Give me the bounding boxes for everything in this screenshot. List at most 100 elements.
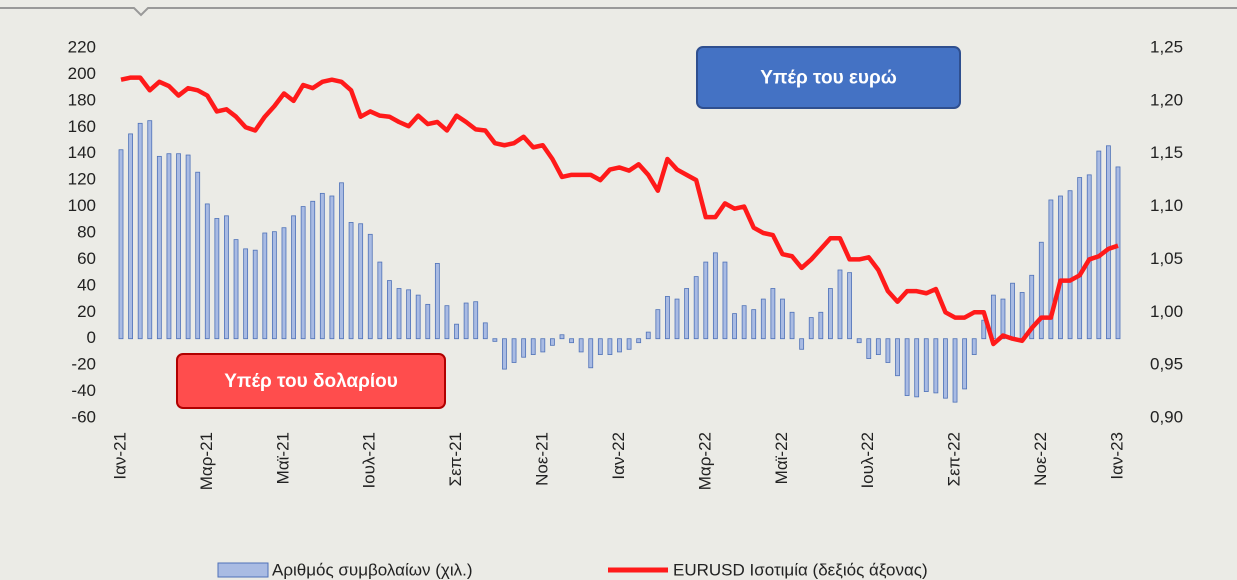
x-tick-label: Μαρ-22	[695, 432, 714, 490]
bar	[665, 296, 670, 340]
bar	[943, 338, 948, 399]
y-tick-label: 0	[87, 328, 96, 347]
bar	[569, 338, 574, 344]
bar	[214, 218, 220, 340]
bar	[626, 338, 632, 350]
bar	[789, 311, 795, 340]
bar	[1010, 282, 1015, 340]
bar	[377, 261, 383, 340]
bar	[396, 288, 402, 340]
y2-tick-label: 1,15	[1150, 143, 1183, 162]
legend-swatch	[217, 562, 269, 578]
y2-tick-label: 0,90	[1150, 407, 1183, 426]
bar	[549, 338, 555, 346]
y-tick-label: 160	[68, 117, 96, 136]
bar	[1019, 292, 1025, 340]
bar	[502, 338, 507, 370]
annotation-text: Υπέρ του ευρώ	[760, 68, 897, 89]
bar	[780, 298, 785, 340]
bar	[837, 269, 843, 340]
bar	[818, 311, 824, 340]
annotation-text: Υπέρ του δολαρίου	[224, 371, 398, 392]
bar	[981, 319, 987, 340]
bar	[540, 338, 546, 353]
bar	[300, 206, 306, 340]
bar	[914, 338, 920, 398]
bar	[722, 261, 728, 340]
bar	[243, 248, 249, 340]
bar	[252, 249, 258, 340]
bar	[358, 223, 364, 340]
line	[120, 75, 1119, 347]
bar	[319, 192, 325, 340]
bar	[166, 153, 172, 340]
x-tick-label: Νοε-21	[532, 432, 551, 486]
bar	[339, 182, 344, 340]
bar	[1067, 190, 1073, 340]
bar	[367, 233, 373, 340]
x-tick-label: Ιουλ-21	[360, 432, 379, 489]
bar	[473, 301, 479, 340]
bar	[962, 338, 968, 390]
legend-label: EURUSD Ισοτιμία (δεξιός άξονας)	[673, 560, 928, 579]
bar	[147, 120, 153, 340]
bar	[597, 338, 603, 355]
y-tick-label: -20	[71, 355, 96, 374]
bar	[521, 338, 527, 358]
bar	[444, 305, 450, 340]
bar	[387, 280, 392, 340]
bar	[176, 153, 181, 340]
bar	[856, 338, 862, 344]
annotation-box	[696, 46, 961, 109]
bar	[904, 338, 910, 396]
bar	[233, 239, 239, 340]
bar	[1077, 177, 1083, 340]
bar	[875, 338, 881, 355]
bar	[310, 200, 316, 340]
y-tick-label: 140	[68, 143, 96, 162]
bar	[933, 338, 939, 394]
bar	[1000, 298, 1006, 340]
bar	[799, 338, 805, 350]
bar	[732, 313, 737, 340]
x-tick-label: Ιουλ-22	[858, 432, 877, 489]
bar	[578, 338, 584, 353]
bar	[885, 338, 891, 363]
bar	[1106, 145, 1111, 340]
x-tick-label: Μαϊ-22	[772, 432, 791, 484]
bar	[434, 262, 440, 340]
bar	[271, 231, 277, 340]
bar	[454, 323, 459, 340]
bar	[607, 338, 613, 355]
legend-label: Αριθμός συμβολαίων (χιλ.)	[272, 560, 473, 579]
y2-tick-label: 1,00	[1150, 302, 1183, 321]
bar	[195, 171, 201, 340]
bar	[1038, 241, 1044, 340]
bar	[645, 331, 651, 340]
bar	[348, 222, 354, 340]
top-border	[0, 7, 1237, 17]
bar	[693, 276, 699, 340]
bar	[415, 294, 421, 340]
y2-tick-label: 0,95	[1150, 355, 1183, 374]
bar	[1029, 274, 1035, 340]
bar	[684, 288, 690, 340]
y-tick-label: 40	[77, 275, 96, 294]
y-tick-label: 20	[77, 302, 96, 321]
y-tick-label: 60	[77, 249, 96, 268]
bar	[128, 133, 133, 340]
bar	[588, 338, 594, 369]
bar	[923, 338, 929, 392]
bar	[406, 289, 411, 340]
bar	[741, 305, 747, 340]
bar	[1058, 195, 1063, 340]
bar	[511, 338, 517, 363]
y-tick-label: -60	[71, 407, 96, 426]
bar	[1115, 166, 1121, 340]
bar	[291, 215, 296, 340]
x-tick-label: Μαϊ-21	[273, 432, 292, 484]
bar	[828, 288, 833, 340]
bar	[482, 322, 488, 340]
bar	[770, 288, 776, 340]
